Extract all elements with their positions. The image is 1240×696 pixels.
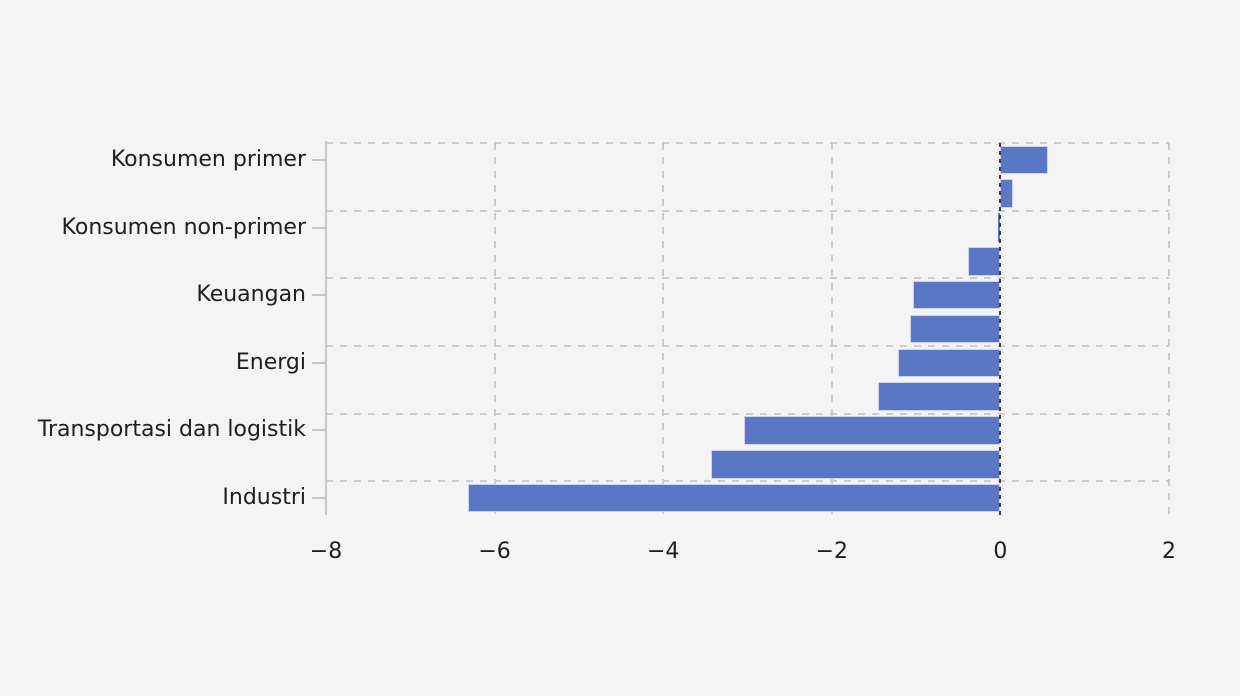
x-tick-label: −8 (309, 539, 343, 564)
y-tick-label: Keuangan (196, 282, 306, 308)
bar (898, 348, 1001, 378)
y-tick-mark (312, 361, 326, 364)
horizontal-gridline (326, 209, 1169, 212)
vertical-gridline (662, 143, 665, 515)
bar (744, 416, 1001, 445)
y-tick-label: Konsumen non-primer (61, 214, 306, 240)
bar (912, 280, 1001, 310)
y-tick-mark (312, 294, 326, 297)
y-axis-spine (325, 141, 327, 515)
bar (1000, 179, 1014, 208)
bar (878, 382, 1001, 411)
y-tick-mark (312, 158, 326, 161)
horizontal-gridline (326, 142, 1169, 144)
x-tick-label: −4 (646, 539, 680, 564)
vertical-gridline (830, 143, 833, 515)
plot-area: Konsumen primer Konsumen non-primer Keuang… (38, 141, 1176, 564)
bar (1000, 145, 1049, 175)
y-tick-mark (312, 497, 326, 500)
bar (467, 483, 1001, 513)
vertical-gridline (493, 143, 496, 515)
x-tick-label: 2 (1162, 539, 1176, 564)
vertical-gridline (1168, 143, 1170, 515)
bar (968, 247, 1001, 276)
y-tick-mark (312, 429, 326, 432)
zero-line (999, 143, 1002, 515)
y-tick-label: Transportasi dan logistik (37, 417, 306, 443)
x-tick-label: −6 (478, 539, 511, 564)
y-tick-label: Industri (222, 485, 306, 511)
horizontal-gridline (326, 344, 1169, 347)
y-tick-label: Energi (235, 349, 306, 375)
horizontal-gridline (326, 277, 1169, 280)
x-tick-label: 0 (993, 539, 1008, 564)
y-tick-mark (312, 226, 326, 229)
horizontal-gridline (326, 480, 1169, 483)
y-tick-label: Konsumen primer (110, 146, 306, 172)
bar (910, 314, 1001, 344)
bar (711, 450, 1001, 479)
bar (997, 213, 1001, 242)
horizontal-gridline (326, 412, 1169, 415)
x-tick-label: −2 (815, 539, 849, 564)
